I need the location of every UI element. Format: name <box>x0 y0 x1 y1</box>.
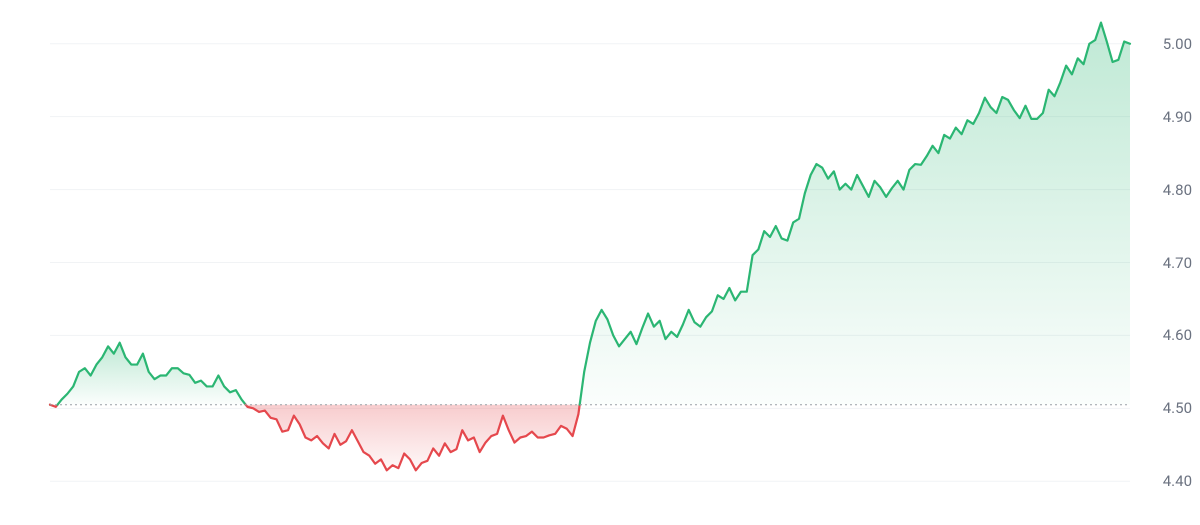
chart-svg <box>0 0 1200 525</box>
y-tick-label: 4.90 <box>1163 108 1192 126</box>
y-tick-label: 4.80 <box>1163 181 1192 199</box>
y-tick-label: 4.50 <box>1163 399 1192 417</box>
area-fill-up <box>58 343 246 405</box>
y-tick-label: 4.40 <box>1163 472 1192 490</box>
price-chart: 4.40 4.50 4.60 4.70 4.80 4.90 5.00 <box>0 0 1200 525</box>
y-tick-label: 4.60 <box>1163 326 1192 344</box>
y-tick-label: 5.00 <box>1163 35 1192 53</box>
area-fill-down <box>246 405 580 471</box>
area-fill-up <box>580 23 1130 405</box>
y-tick-label: 4.70 <box>1163 254 1192 272</box>
